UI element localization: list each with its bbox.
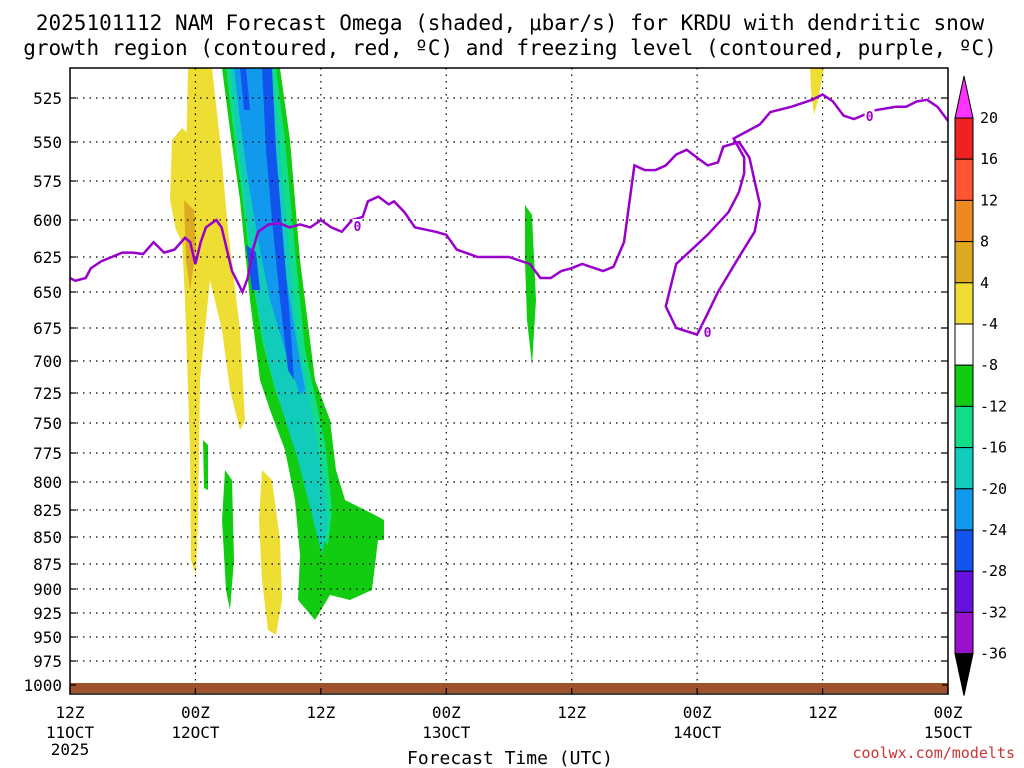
plot-frame (69, 67, 949, 695)
colorbar-label: 8 (980, 233, 989, 251)
freeze-label-0: 0 (354, 220, 362, 235)
colorbar: 20 16 12 8 4 -4 -8 -12 -16 -20 -24 -28 -32 -36 (954, 75, 1007, 696)
omega-region-14 (246, 245, 260, 290)
colorbar-label: -28 (980, 562, 1007, 580)
x-tick-label: 00Z (432, 703, 461, 722)
freeze-label-2: 0 (866, 110, 874, 125)
x-tick-date: 12OCT (171, 723, 220, 742)
omega-region-12 (240, 68, 250, 110)
y-tick-label: 725 (33, 384, 62, 403)
x-tick-label: 00Z (181, 703, 210, 722)
omega-shading (170, 68, 824, 635)
y-tick-label: 525 (33, 89, 62, 108)
freezing-level-labels: 0 0 0 (352, 109, 875, 341)
y-tick-label: 1000 (23, 676, 62, 695)
freeze-label-1: 0 (704, 326, 712, 341)
colorbar-top-arrow (954, 75, 974, 119)
freeze-label-bg (352, 219, 363, 233)
omega-region-15 (810, 68, 824, 115)
y-axis-ticks: 525 550 575 600 625 650 675 700 725 750 775 800 825 8… (23, 89, 948, 695)
y-tick-label: 850 (33, 528, 62, 547)
y-tick-label: 550 (33, 133, 62, 152)
colorbar-bin-7 (954, 405, 974, 449)
colorbar-label: -16 (980, 439, 1007, 457)
colorbar-label: -12 (980, 397, 1007, 415)
colorbar-bin-0 (954, 117, 974, 160)
y-tick-label: 750 (33, 414, 62, 433)
x-tick-year: 2025 (51, 740, 90, 759)
y-tick-label: 800 (33, 473, 62, 492)
colorbar-label: -4 (980, 315, 998, 333)
y-tick-label: 925 (33, 604, 62, 623)
x-tick-label: 12Z (306, 703, 335, 722)
colorbar-bin-10 (954, 529, 974, 572)
y-tick-label: 975 (33, 652, 62, 671)
colorbar-label: -8 (980, 356, 998, 374)
colorbar-label: -32 (980, 603, 1007, 621)
colorbar-bin-1 (954, 158, 974, 201)
y-tick-label: 875 (33, 555, 62, 574)
y-tick-label: 775 (33, 444, 62, 463)
y-tick-label: 675 (33, 319, 62, 338)
omega-region-1 (182, 68, 245, 575)
colorbar-label: -24 (980, 521, 1007, 539)
x-tick-label: 12Z (808, 703, 837, 722)
x-axis-title: Forecast Time (UTC) (407, 748, 613, 768)
y-tick-label: 950 (33, 628, 62, 647)
colorbar-bin-8 (954, 447, 974, 490)
y-tick-label: 575 (33, 172, 62, 191)
colorbar-bin-2 (954, 199, 974, 243)
colorbar-bottom-arrow (954, 653, 974, 696)
colorbar-label: 4 (980, 274, 989, 292)
x-tick-date: 15OCT (924, 723, 973, 742)
colorbar-bin-4 (954, 282, 974, 325)
colorbar-bin-9 (954, 488, 974, 531)
x-tick-date: 14OCT (673, 723, 722, 742)
colorbar-bin-11 (954, 570, 974, 613)
terrain-ground (70, 683, 948, 693)
x-tick-label: 00Z (934, 703, 963, 722)
omega-region-6 (259, 470, 282, 635)
y-tick-label: 825 (33, 501, 62, 520)
x-tick-date: 11OCT (46, 723, 95, 742)
colorbar-bin-3 (954, 241, 974, 284)
x-tick-label: 12Z (56, 703, 85, 722)
gridlines (70, 68, 948, 694)
colorbar-label: 20 (980, 109, 998, 127)
x-tick-date: 13OCT (422, 723, 471, 742)
colorbar-label: 16 (980, 150, 998, 168)
freezing-level-contour (69, 93, 950, 337)
freeze-label-bg (864, 109, 875, 123)
y-tick-label: 700 (33, 352, 62, 371)
omega-region-5 (222, 470, 234, 610)
colorbar-bin-5 (954, 323, 974, 366)
colorbar-bin-6 (954, 364, 974, 407)
colorbar-label: 12 (980, 191, 998, 209)
colorbar-label: -36 (980, 645, 1007, 663)
y-tick-label: 600 (33, 211, 62, 230)
credit-text: coolwx.com/modelts (852, 744, 1015, 762)
title-line-2: growth region (contoured, red, ºC) and f… (23, 36, 997, 60)
x-tick-label: 00Z (683, 703, 712, 722)
y-tick-label: 625 (33, 248, 62, 267)
y-tick-label: 900 (33, 580, 62, 599)
chart-title: 2025101112 NAM Forecast Omega (shaded, μ… (23, 11, 997, 60)
title-line-1: 2025101112 NAM Forecast Omega (shaded, μ… (36, 11, 985, 35)
colorbar-label: -20 (980, 480, 1007, 498)
x-tick-label: 12Z (557, 703, 586, 722)
colorbar-bin-12 (954, 611, 974, 655)
y-tick-label: 650 (33, 283, 62, 302)
omega-region-8 (525, 205, 536, 365)
freeze-label-bg (702, 325, 713, 339)
